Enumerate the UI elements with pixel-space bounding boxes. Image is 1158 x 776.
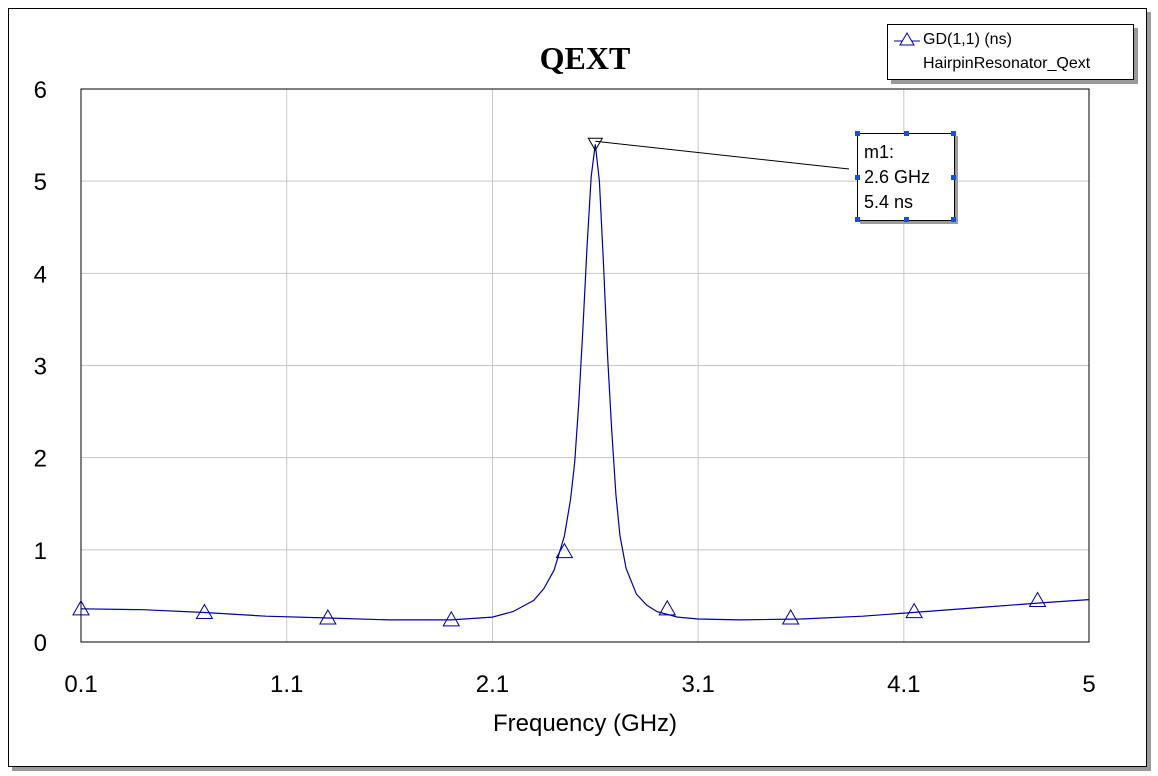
legend-series-name: GD(1,1) (ns) <box>923 31 1012 48</box>
series-point-marker <box>555 542 574 559</box>
resize-handle-bl[interactable] <box>855 217 860 222</box>
series-point-marker <box>658 599 677 616</box>
legend-triangle-icon <box>894 32 920 46</box>
series-point-marker <box>442 610 461 627</box>
marker-m1-label-box[interactable]: m1: 2.6 GHz 5.4 ns <box>855 131 956 222</box>
y-tick-label: 2 <box>34 446 47 473</box>
resize-handle-mr[interactable] <box>951 175 956 180</box>
series-point-marker <box>195 603 214 620</box>
x-tick-label: 4.1 <box>887 671 920 698</box>
plot-area <box>80 88 1090 643</box>
y-tick-label: 0 <box>34 630 47 657</box>
series-point-marker <box>1028 591 1047 608</box>
x-tick-label: 2.1 <box>476 671 509 698</box>
x-tick-label: 3.1 <box>681 671 714 698</box>
x-tick-label: 5 <box>1082 671 1095 698</box>
series-gd11-line <box>80 144 1090 621</box>
resize-handle-bm[interactable] <box>904 217 909 222</box>
legend[interactable]: GD(1,1) (ns) HairpinResonator_Qext <box>887 24 1134 80</box>
x-tick-label: 0.1 <box>64 671 97 698</box>
chart-title: QEXT <box>540 40 631 76</box>
marker-m1-symbol[interactable] <box>587 137 604 152</box>
resize-handle-ml[interactable] <box>855 175 860 180</box>
series-point-marker <box>781 609 800 625</box>
series-point-marker <box>72 599 90 616</box>
series-point-marker <box>905 602 924 619</box>
marker-leader-line <box>595 140 850 170</box>
resize-handle-tr[interactable] <box>951 131 956 136</box>
y-tick-label: 4 <box>34 261 47 288</box>
y-tick-label: 6 <box>34 77 47 104</box>
chart-canvas: QEXT 0.1 1.1 2.1 3.1 4.1 5 0 1 2 3 4 5 6 Frequency … <box>34 40 1096 737</box>
x-axis-label: Frequency (GHz) <box>493 710 677 737</box>
y-tick-label: 3 <box>34 354 47 381</box>
series-point-marker <box>318 609 337 625</box>
marker-m1-value: 5.4 ns <box>864 192 914 212</box>
y-tick-label: 5 <box>34 169 47 196</box>
x-tick-label: 1.1 <box>270 671 303 698</box>
marker-m1-frequency: 2.6 GHz <box>864 167 931 187</box>
marker-m1-name: m1: <box>864 142 895 162</box>
chart-frame: QEXT 0.1 1.1 2.1 3.1 4.1 5 0 1 2 3 4 5 6 Frequency … <box>8 8 1147 767</box>
resize-handle-br[interactable] <box>951 217 956 222</box>
resize-handle-tl[interactable] <box>855 131 860 136</box>
resize-handle-tm[interactable] <box>904 131 909 136</box>
legend-series-file: HairpinResonator_Qext <box>923 55 1091 72</box>
y-tick-label: 1 <box>34 538 47 565</box>
